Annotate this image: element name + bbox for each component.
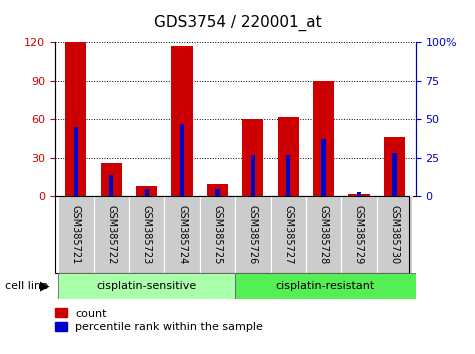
Bar	[313, 81, 334, 196]
Bar	[306, 196, 342, 273]
Bar	[164, 196, 200, 273]
Text: GSM385728: GSM385728	[319, 205, 329, 264]
Bar	[109, 175, 114, 196]
Text: GDS3754 / 220001_at: GDS3754 / 220001_at	[154, 15, 321, 31]
Bar	[348, 194, 370, 196]
Bar	[58, 196, 94, 273]
Bar	[377, 196, 412, 273]
Bar	[65, 42, 86, 196]
Bar	[251, 155, 255, 196]
Bar	[271, 196, 306, 273]
Bar	[171, 46, 193, 196]
Text: cell line: cell line	[5, 281, 48, 291]
Text: ▶: ▶	[40, 279, 50, 292]
Bar	[242, 120, 264, 196]
Bar	[101, 163, 122, 196]
Bar	[277, 117, 299, 196]
Bar	[207, 184, 228, 196]
Bar	[144, 189, 149, 196]
Bar	[94, 196, 129, 273]
Text: cisplatin-sensitive: cisplatin-sensitive	[96, 281, 197, 291]
Text: GSM385723: GSM385723	[142, 205, 152, 264]
Bar	[322, 139, 326, 196]
Text: GSM385722: GSM385722	[106, 205, 116, 264]
Bar	[129, 196, 164, 273]
Bar	[58, 273, 235, 299]
Bar	[286, 155, 290, 196]
Bar	[215, 189, 219, 196]
Text: GSM385724: GSM385724	[177, 205, 187, 264]
Text: GSM385727: GSM385727	[283, 205, 293, 264]
Bar	[74, 127, 78, 196]
Text: GSM385721: GSM385721	[71, 205, 81, 264]
Text: GSM385730: GSM385730	[390, 205, 399, 264]
Bar	[180, 124, 184, 196]
Bar	[342, 196, 377, 273]
Bar	[357, 192, 361, 196]
Bar	[392, 153, 397, 196]
Bar	[384, 137, 405, 196]
Bar	[235, 273, 416, 299]
Legend: count, percentile rank within the sample: count, percentile rank within the sample	[56, 308, 263, 332]
Bar	[136, 186, 157, 196]
Bar	[200, 196, 235, 273]
Bar	[235, 196, 271, 273]
Text: GSM385729: GSM385729	[354, 205, 364, 264]
Text: cisplatin-resistant: cisplatin-resistant	[276, 281, 375, 291]
Text: GSM385726: GSM385726	[248, 205, 258, 264]
Text: GSM385725: GSM385725	[212, 205, 222, 264]
